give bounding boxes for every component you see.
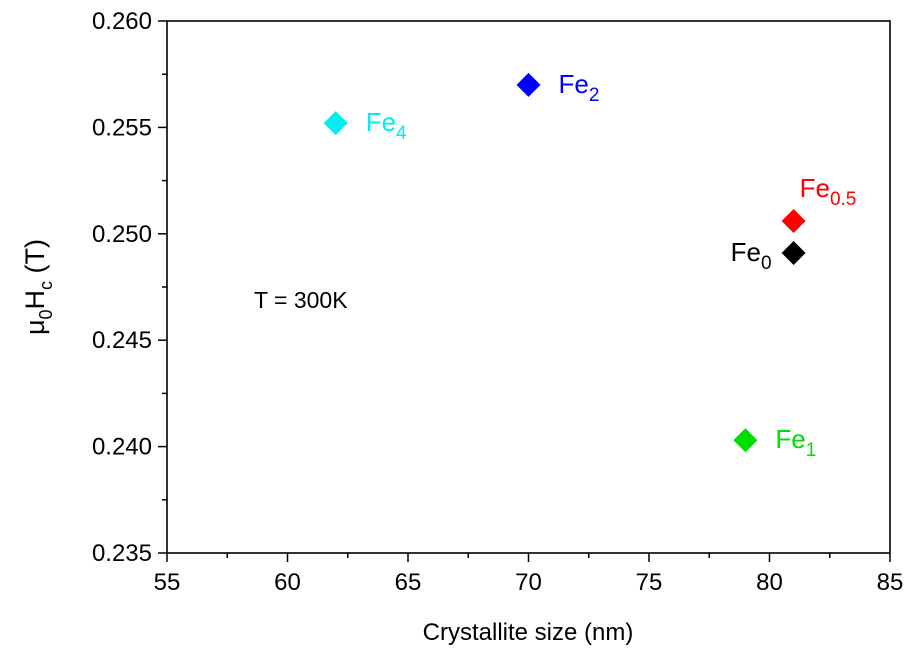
y-tick-label: 0.240 bbox=[92, 434, 152, 461]
x-tick-label: 55 bbox=[154, 569, 181, 596]
data-point-diamond bbox=[781, 209, 806, 234]
y-axis-label-unit: (T) bbox=[20, 239, 50, 281]
y-axis-label-subc: c bbox=[36, 281, 56, 290]
point-label-subscript: 4 bbox=[396, 123, 407, 144]
x-tick-label: 70 bbox=[515, 569, 542, 596]
y-tick-label: 0.260 bbox=[92, 8, 152, 35]
data-point-label: Fe1 bbox=[775, 424, 816, 461]
point-label-base: Fe bbox=[775, 424, 805, 454]
y-axis-label: μ0Hc (T) bbox=[20, 239, 56, 335]
data-point-diamond bbox=[516, 72, 541, 97]
point-label-base: Fe bbox=[366, 107, 396, 137]
x-tick-label: 80 bbox=[756, 569, 783, 596]
point-label-base: Fe bbox=[559, 69, 589, 99]
y-axis-ticks: 0.235 0.240 0.245 0.250 0.255 0.260 bbox=[92, 8, 167, 567]
x-tick-label: 65 bbox=[395, 569, 422, 596]
data-point-label: Fe2 bbox=[559, 69, 600, 106]
point-label-base: Fe bbox=[731, 237, 761, 267]
y-tick-label: 0.235 bbox=[92, 540, 152, 567]
point-label-subscript: 1 bbox=[806, 440, 817, 461]
y-axis-label-mu: μ bbox=[20, 319, 50, 335]
point-label-subscript: 0.5 bbox=[830, 189, 856, 210]
data-point-label: Fe0 bbox=[731, 237, 772, 274]
data-point-diamond bbox=[781, 240, 806, 265]
y-axis-label-h: H bbox=[20, 290, 50, 310]
temperature-annotation: T = 300K bbox=[254, 287, 348, 313]
data-point-diamond bbox=[733, 428, 758, 453]
x-tick-label: 85 bbox=[877, 569, 904, 596]
data-point-label: Fe4 bbox=[366, 107, 407, 144]
x-axis-ticks: 55 60 65 70 75 80 85 bbox=[154, 553, 904, 596]
y-tick-label: 0.255 bbox=[92, 114, 152, 141]
data-point-diamond bbox=[323, 111, 348, 136]
x-axis-label: Crystallite size (nm) bbox=[423, 619, 634, 646]
x-tick-label: 75 bbox=[636, 569, 663, 596]
point-label-subscript: 0 bbox=[761, 253, 772, 274]
y-tick-label: 0.250 bbox=[92, 221, 152, 248]
data-point-label: Fe0.5 bbox=[800, 173, 857, 210]
x-tick-label: 60 bbox=[274, 569, 301, 596]
y-axis-label-sub0: 0 bbox=[36, 309, 56, 319]
point-label-subscript: 2 bbox=[589, 85, 600, 106]
y-tick-label: 0.245 bbox=[92, 327, 152, 354]
point-label-base: Fe bbox=[800, 173, 830, 203]
